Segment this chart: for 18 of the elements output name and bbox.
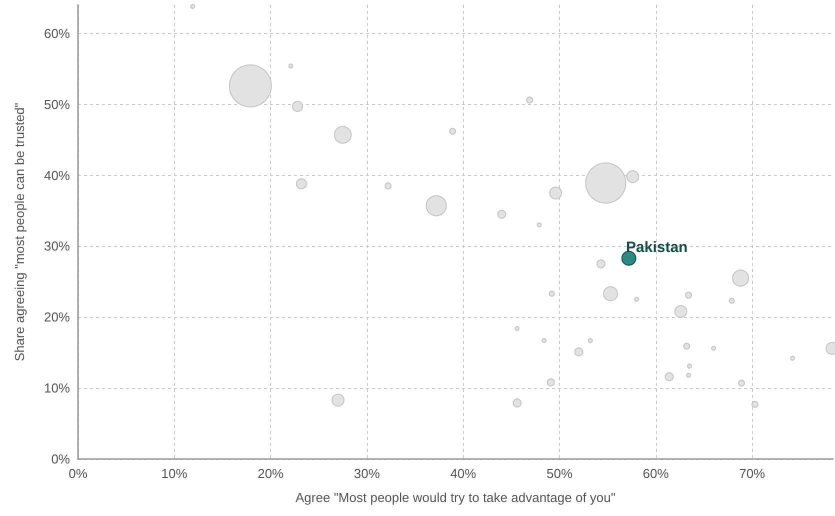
y-tick-label: 40% (44, 168, 70, 183)
y-tick-label: 50% (44, 96, 70, 112)
x-tick-label: 60% (642, 466, 670, 481)
y-axis-title: Share agreeing "most people can be trusted" (12, 102, 27, 362)
x-tick-label: 40% (450, 466, 477, 481)
y-tick-label: 0% (51, 452, 70, 466)
x-tick-label: 50% (546, 466, 573, 481)
series-label: Pakistan (626, 238, 688, 256)
y-tick-label: 60% (44, 26, 70, 41)
y-tick-label: 20% (44, 310, 70, 325)
y-tick-label: 10% (44, 380, 70, 396)
x-tick-label: 70% (739, 466, 766, 481)
x-tick-label: 20% (258, 466, 284, 481)
x-tick-label: 0% (68, 466, 88, 481)
x-axis-title: Agree "Most people would try to take advantage of you" (296, 490, 616, 505)
y-tick-label: 30% (44, 238, 70, 254)
x-tick-label: 10% (161, 466, 188, 481)
x-tick-label: 30% (354, 466, 380, 481)
